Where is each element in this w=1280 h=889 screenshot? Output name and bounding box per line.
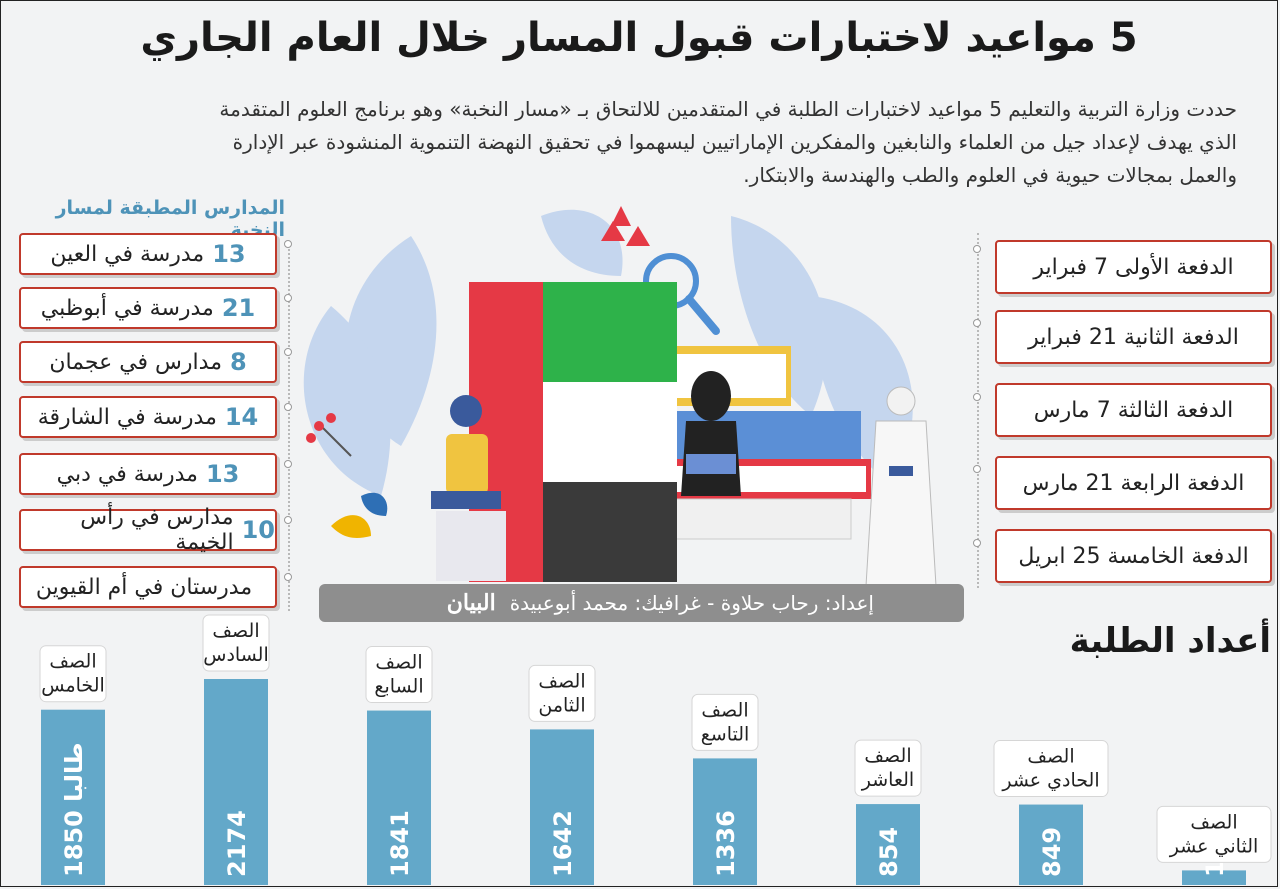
school-item: 13 مدرسة في دبي	[19, 453, 277, 495]
bar	[1182, 870, 1246, 885]
illustration	[303, 206, 937, 587]
category-label: الصف	[538, 670, 585, 692]
connector-dot	[973, 539, 981, 547]
uae-flag-book-icon	[469, 282, 677, 582]
credit-text: إعداد: رحاب حلاوة - غرافيك: محمد أبوعبيد…	[509, 591, 874, 615]
bar	[367, 710, 431, 885]
person-woman-icon	[681, 371, 741, 496]
category-label: الصف	[375, 652, 422, 674]
school-item: 13 مدرسة في العين	[19, 233, 277, 275]
connector-dot	[973, 319, 981, 327]
connector-dot	[284, 573, 292, 581]
school-count: 8	[229, 348, 247, 376]
category-label-box	[528, 664, 596, 722]
school-label: مدارس في عجمان	[49, 349, 222, 375]
category-label: الصف	[49, 651, 96, 673]
connector-dot	[284, 403, 292, 411]
page-title: 5 مواعيد لاختبارات قبول المسار خلال العا…	[140, 15, 1138, 61]
schools-connector-line	[288, 241, 290, 611]
category-label-box	[993, 740, 1109, 798]
category-label: الحادي عشر	[1001, 770, 1099, 792]
connector-dot	[284, 348, 292, 356]
category-label: الخامس	[41, 675, 105, 697]
school-item: 8 مدارس في عجمان	[19, 341, 277, 383]
exam-date-item: الدفعة الأولى 7 فبراير	[995, 240, 1272, 294]
bar-value-label: 1850 طالبا	[60, 742, 88, 877]
school-item: 10 مدارس في رأس الخيمة	[19, 505, 277, 555]
school-label: مدرستان في أم القيوين	[35, 574, 253, 600]
category-label: الثاني عشر	[1169, 835, 1259, 857]
bar	[204, 679, 268, 885]
exam-date-item: الدفعة الثالثة 7 مارس	[995, 383, 1272, 437]
school-count: 14	[224, 403, 259, 431]
school-label: مدارس في رأس الخيمة	[80, 505, 234, 555]
connector-dot	[284, 240, 292, 248]
school-count: 21	[221, 294, 256, 322]
connector-dot	[284, 516, 292, 524]
category-label: الثامن	[538, 694, 585, 716]
credit-bar: إعداد: رحاب حلاوة - غرافيك: محمد أبوعبيد…	[319, 584, 964, 622]
category-label-box	[202, 614, 270, 672]
category-label-box	[854, 739, 922, 797]
school-item: 14 مدرسة في الشارقة	[19, 396, 277, 438]
bar	[530, 729, 594, 885]
connector-dot	[973, 465, 981, 473]
connector-dot	[284, 294, 292, 302]
category-label: السابع	[374, 676, 423, 698]
category-label: الصف	[212, 620, 259, 642]
intro-line: والعمل بمجالات حيوية في العلوم والطب وال…	[743, 163, 1237, 187]
connector-dot	[284, 460, 292, 468]
school-item: 21 مدرسة في أبوظبي	[19, 287, 277, 329]
leaf-decoration-icon	[303, 209, 913, 496]
category-label: الصف	[864, 745, 911, 767]
category-label-box	[1156, 805, 1272, 863]
flower-decoration-icon	[306, 206, 650, 538]
intro-line: الذي يهدف لإعداد جيل من العلماء والنابغي…	[232, 130, 1237, 154]
school-label: مدرسة في أبوظبي	[40, 295, 214, 321]
school-count: 13	[212, 240, 246, 268]
category-label: الصف	[701, 699, 748, 721]
exam-date-item: الدفعة الرابعة 21 مارس	[995, 456, 1272, 510]
category-label: العاشر	[861, 769, 914, 791]
category-label: الصف	[1027, 746, 1074, 768]
bar-value-label: 1642	[549, 810, 577, 877]
intro-line: حددت وزارة التربية والتعليم 5 مواعيد لاخ…	[219, 97, 1237, 121]
category-label-box	[39, 645, 107, 703]
school-label: مدرسة في الشارقة	[37, 404, 217, 430]
school-label: مدرسة في العين	[50, 241, 205, 267]
bar-value-label: 854	[875, 827, 903, 877]
bar	[693, 758, 757, 885]
chart-title: أعداد الطلبة	[1069, 621, 1271, 661]
school-count: 10	[241, 516, 275, 544]
school-item: مدرستان في أم القيوين	[19, 566, 277, 608]
category-label: التاسع	[701, 723, 750, 745]
category-label-box	[365, 646, 433, 704]
person-emirati-icon	[865, 386, 937, 587]
bar	[856, 804, 920, 885]
person-man-icon	[431, 395, 506, 581]
category-label: السادس	[203, 644, 268, 666]
bar	[41, 709, 105, 885]
bar	[1019, 804, 1083, 885]
bar-value-label: 2174	[223, 810, 251, 877]
bar-value-label: 849	[1038, 827, 1066, 877]
exam-date-item: الدفعة الثانية 21 فبراير	[995, 310, 1272, 364]
category-label: الصف	[1190, 811, 1237, 833]
school-count: 13	[205, 460, 240, 488]
dates-connector-line	[977, 233, 979, 588]
intro-paragraph: حددت وزارة التربية والتعليم 5 مواعيد لاخ…	[81, 93, 1237, 192]
exam-date-item: الدفعة الخامسة 25 ابريل	[995, 529, 1272, 583]
connector-dot	[973, 245, 981, 253]
bar-value-label: 1841	[386, 810, 414, 877]
bar-value-label: 1336	[712, 810, 740, 877]
connector-dot	[973, 393, 981, 401]
school-label: مدرسة في دبي	[56, 461, 198, 487]
albayan-logo: البيان	[446, 590, 496, 616]
category-label-box	[691, 693, 759, 751]
